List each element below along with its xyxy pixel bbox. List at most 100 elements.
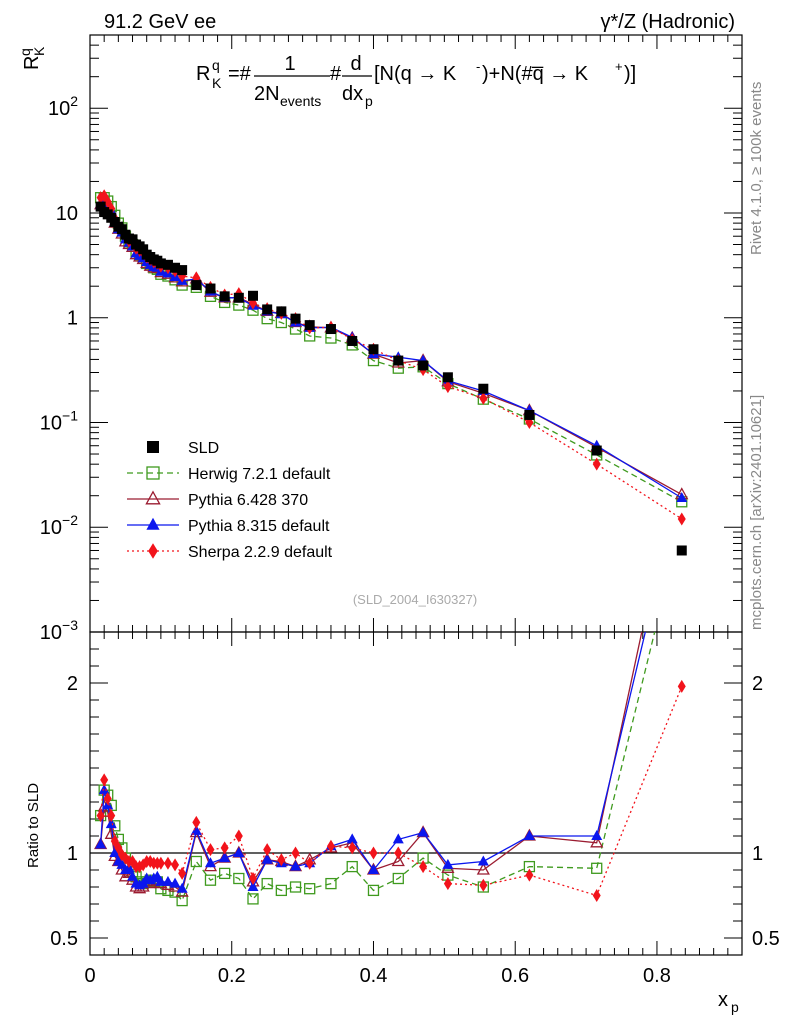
formula-frac1-den-sub: events <box>280 93 321 109</box>
ratio-xtick-label: 0 <box>84 965 95 987</box>
ratio-point-pythia-8-315-default <box>98 784 110 795</box>
ratio-point-sherpa-2-2-9-default <box>100 773 109 787</box>
main-ytick-label: 10−2 <box>40 512 78 539</box>
ratio-ytick-label-right: 0.5 <box>752 928 780 950</box>
ratio-point-pythia-8-315-default <box>169 877 181 888</box>
ratio-point-pythia-8-315-default <box>162 875 174 886</box>
main-point-sherpa-2-2-9-default <box>443 380 452 394</box>
main-series-herwig-7-2-1-default <box>94 192 688 508</box>
ratio-point-herwig-7-2-1-default <box>261 877 273 890</box>
ratio-point-pythia-8-315-default <box>367 864 379 874</box>
ratio-line-herwig-7-2-1-default <box>99 632 656 902</box>
y-label-top: R q K <box>17 46 47 70</box>
formula-frac1-num: 1 <box>284 53 295 75</box>
main-point-sld <box>116 224 127 235</box>
main-point-sld <box>304 320 315 331</box>
y-label-top-sub: K <box>31 46 47 56</box>
main-point-sld <box>276 306 287 317</box>
legend-label: Pythia 8.315 default <box>188 518 330 535</box>
ratio-point-sherpa-2-2-9-default <box>369 846 378 860</box>
ratio-ytick-label: 1 <box>67 843 78 865</box>
y-label-top-sup: q <box>17 48 33 56</box>
y-label-bottom: Ratio to SLD <box>25 783 42 868</box>
ratio-point-pythia-8-315-default <box>155 875 167 886</box>
ratio-xtick-label: 0.2 <box>218 965 246 987</box>
ratio-ytick-label: 2 <box>67 673 78 695</box>
formula-frac2-num: d <box>350 53 361 75</box>
ratio-point-sherpa-2-2-9-default <box>348 841 357 855</box>
ratio-ytick-label-right: 1 <box>752 843 763 865</box>
ratio-point-herwig-7-2-1-default <box>392 872 404 885</box>
formula-rhs1-sup: - <box>476 59 480 74</box>
main-ytick-label: 10−1 <box>40 407 78 434</box>
ratio-point-sherpa-2-2-9-default <box>96 809 105 823</box>
main-point-pythia-8-315-default <box>676 492 688 503</box>
ratio-point-pythia-8-315-default <box>676 473 687 483</box>
ratio-point-herwig-7-2-1-default <box>233 872 245 885</box>
ratio-point-pythia-8-315-default <box>176 882 188 893</box>
formula-rhs2: )+N(#q̅ → K <box>482 63 589 85</box>
ratio-axis-ticks: 0.5 0.5 1 1 2 2 0 0.2 0.4 0.6 0.8 <box>50 632 780 987</box>
ratio-xtick-label: 0.4 <box>360 965 388 987</box>
main-point-sherpa-2-2-9-default <box>677 512 686 526</box>
main-series-sherpa-2-2-9-default <box>96 189 686 526</box>
main-point-sld <box>170 262 181 273</box>
ratio-point-sherpa-2-2-9-default <box>171 858 180 872</box>
legend-marker <box>145 490 161 505</box>
main-point-sld <box>676 545 687 556</box>
ratio-point-sherpa-2-2-9-default <box>525 868 534 882</box>
legend-label: SLD <box>188 440 219 457</box>
ratio-point-herwig-7-2-1-default <box>346 860 358 873</box>
header-left: 91.2 GeV ee <box>104 11 216 33</box>
legend-item-pythia-8-315-default: Pythia 8.315 default <box>127 517 330 535</box>
ratio-point-pythia-6-428-370 <box>590 835 604 848</box>
ratio-series-pythia-8-315-default <box>95 473 687 893</box>
main-point-sld <box>162 259 173 270</box>
main-point-sld <box>205 283 216 294</box>
ratio-point-herwig-7-2-1-default <box>190 855 202 868</box>
ratio-point-pythia-8-315-default <box>204 857 216 868</box>
ratio-point-pythia-8-315-default <box>417 826 429 837</box>
ratio-point-pythia-8-315-default <box>247 881 259 891</box>
formula-frac1-den: 2N <box>254 83 280 105</box>
main-ytick-label: 10−3 <box>40 617 78 644</box>
ratio-point-pythia-8-315-default <box>219 852 231 863</box>
ratio-ytick-label: 0.5 <box>50 928 78 950</box>
main-point-sld <box>347 335 358 346</box>
main-point-sld <box>591 445 602 456</box>
ratio-point-sherpa-2-2-9-default <box>263 843 272 857</box>
x-label: x p <box>718 989 739 1015</box>
ratio-point-sherpa-2-2-9-default <box>206 843 215 857</box>
ratio-line-pythia-8-315-default <box>99 632 646 890</box>
formula-rhs3: )] <box>624 63 636 85</box>
ratio-point-sherpa-2-2-9-default <box>479 878 488 892</box>
ratio-point-pythia-6-428-370 <box>391 854 405 867</box>
ratio-point-pythia-8-315-default <box>290 860 302 871</box>
main-point-sld <box>325 324 336 335</box>
ratio-point-pythia-8-315-default <box>137 877 149 888</box>
formula-rhs2-sup: + <box>615 59 623 74</box>
main-point-sld <box>95 201 106 212</box>
main-point-sld <box>219 291 230 302</box>
legend-label: Sherpa 2.2.9 default <box>188 544 333 561</box>
ratio-point-herwig-7-2-1-default <box>219 867 231 880</box>
ratio-xtick-label: 0.8 <box>643 965 671 987</box>
main-point-sherpa-2-2-9-default <box>479 391 488 405</box>
main-series <box>94 189 689 556</box>
ratio-point-herwig-7-2-1-default <box>289 881 302 893</box>
ratio-point-sherpa-2-2-9-default <box>394 846 403 860</box>
legend-item-pythia-6-428-370: Pythia 6.428 370 <box>127 490 308 509</box>
legend-marker <box>147 441 159 453</box>
legend-item-herwig-7-2-1-default: Herwig 7.2.1 default <box>127 466 331 483</box>
ratio-point-sherpa-2-2-9-default <box>178 866 187 880</box>
mcplots-label: mcplots.cern.ch [arXiv:2401.10621] <box>748 395 765 630</box>
main-point-sld <box>418 360 429 371</box>
ratio-xtick-label: 0.6 <box>501 965 529 987</box>
legend-marker <box>146 466 160 480</box>
main-point-sld <box>524 409 535 420</box>
ratio-point-sherpa-2-2-9-default <box>192 815 201 829</box>
ratio-point-herwig-7-2-1-default <box>275 884 287 897</box>
main-frame <box>89 34 743 633</box>
formula: R q K =# 1 2N events # d dx p [N(q → K -… <box>196 53 636 109</box>
main-ytick-label: 1 <box>67 308 78 330</box>
